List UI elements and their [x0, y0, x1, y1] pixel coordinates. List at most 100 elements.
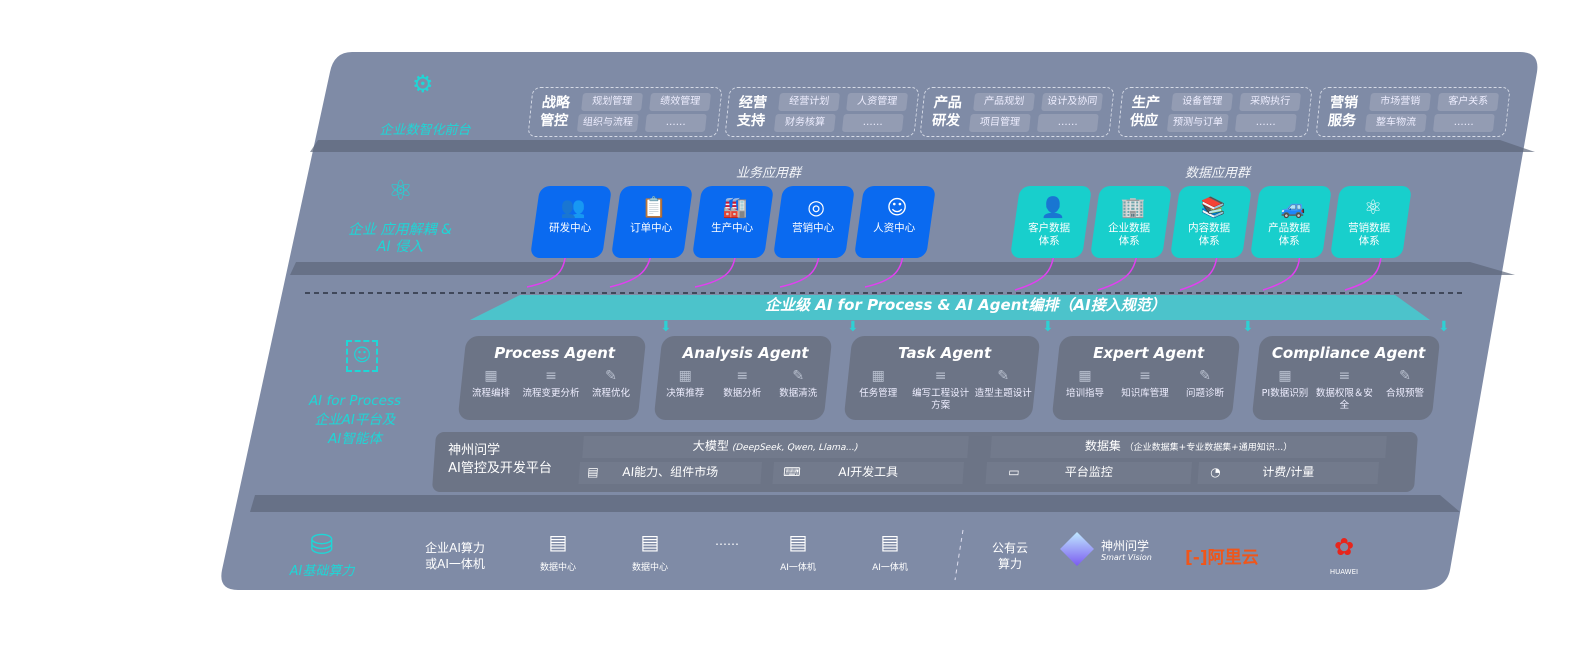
down-arrow-icon: ⬇ — [1242, 319, 1254, 335]
group-title: 战略管控 — [539, 95, 571, 129]
agent-capability: ✎ 造型主题设计 — [972, 368, 1034, 400]
vendor-name: 神州问学 — [1101, 539, 1150, 553]
data-app-tile[interactable]: 📚 内容数据体系 — [1169, 186, 1253, 258]
group-item[interactable]: 客户关系 — [1437, 93, 1499, 111]
platform-name: 神州问学 AI管控及开发平台 — [448, 442, 552, 478]
tile-label: 人资中心 — [873, 222, 916, 234]
capability-icon: ▦ — [871, 368, 885, 384]
brain-head-icon: ⚙ — [412, 70, 434, 98]
agent-name: Compliance Agent — [1271, 344, 1426, 362]
agent-capability: ≡ 编写工程设计方案 — [909, 368, 971, 412]
group-item[interactable]: 组织与流程 — [576, 114, 639, 132]
group-item[interactable]: 财务核算 — [773, 114, 836, 132]
atom-icon: ⚛ — [1364, 195, 1383, 219]
capability-icon: ≡ — [1139, 368, 1151, 384]
capability-label: 合规预警 — [1385, 388, 1424, 399]
data-title: 数据应用群 — [1185, 166, 1251, 181]
tile-label: 生产中心 — [711, 222, 754, 234]
group-title: 营销服务 — [1327, 95, 1359, 129]
front-group: 经营支持 经营计划 人资管理 财务核算 …… — [724, 87, 920, 137]
agent-name: Process Agent — [494, 344, 616, 362]
agent-card[interactable]: Analysis Agent ▦ 决策推荐 ≡ 数据分析 ✎ 数据清洗 — [653, 336, 833, 420]
group-item[interactable]: 整车物流 — [1364, 114, 1427, 132]
group-item[interactable]: 规划管理 — [581, 93, 643, 111]
tool-label: 平台监控 — [1064, 465, 1114, 479]
agent-card[interactable]: Expert Agent ▦ 培训指导 ≡ 知识库管理 ✎ 问题诊断 — [1051, 336, 1241, 420]
capability-label: 造型主题设计 — [974, 388, 1032, 399]
group-item[interactable]: …… — [1234, 114, 1297, 132]
user-icon: 👤 — [1040, 195, 1066, 219]
capability-icon: ≡ — [934, 368, 947, 384]
agent-capability: ▦ 培训指导 — [1055, 368, 1114, 400]
capability-icon: ▦ — [1078, 368, 1092, 384]
agent-capability: ≡ 流程变更分析 — [521, 368, 580, 400]
vendor-sub: Smart Vision — [1101, 553, 1152, 562]
data-app-tile[interactable]: 🚙 产品数据体系 — [1249, 186, 1333, 258]
agent-capability: ✎ 流程优化 — [581, 368, 640, 400]
public-label-2: 算力 — [997, 557, 1022, 571]
group-item[interactable]: 预测与订单 — [1166, 114, 1229, 132]
group-item[interactable]: 设计及协同 — [1041, 93, 1103, 111]
group-item[interactable]: …… — [644, 114, 707, 132]
group-item[interactable]: 设备管理 — [1171, 93, 1233, 111]
capability-icon: ✎ — [997, 368, 1010, 384]
tool-monitor[interactable]: ▭ 平台监控 — [985, 462, 1192, 484]
group-title: 经营支持 — [736, 95, 768, 129]
tool-billing[interactable]: ◔ 计费/计量 — [1197, 462, 1379, 484]
business-app-tile[interactable]: ☺ 人资中心 — [853, 186, 937, 258]
group-item[interactable]: …… — [1036, 114, 1099, 132]
agent-capability: ▦ 流程编排 — [461, 368, 520, 400]
compute-divider — [954, 529, 964, 581]
orchestration-bar — [470, 295, 1430, 320]
front-group: 营销服务 市场营销 客户关系 整车物流 …… — [1315, 87, 1511, 137]
business-app-tile[interactable]: 📋 订单中心 — [610, 186, 694, 258]
group-item[interactable]: …… — [1432, 114, 1495, 132]
private-label-1: 企业AI算力 — [425, 541, 485, 555]
model-cell: 大模型 (DeepSeek, Qwen, Llama...) — [582, 436, 969, 458]
group-item[interactable]: 绩效管理 — [649, 93, 711, 111]
server-item: ▤ AI一体机 — [860, 530, 920, 573]
tool-dev[interactable]: ⌨ AI开发工具 — [772, 462, 964, 484]
vendor-name: HUAWEI — [1329, 568, 1359, 576]
agent-card[interactable]: Task Agent ▦ 任务管理 ≡ 编写工程设计方案 ✎ 造型主题设计 — [843, 336, 1041, 420]
capability-icon: ≡ — [545, 368, 557, 384]
group-item[interactable]: 产品规划 — [973, 93, 1035, 111]
business-app-tile[interactable]: 🏭 生产中心 — [691, 186, 775, 258]
group-item[interactable]: 经营计划 — [778, 93, 840, 111]
monitor-icon: ▭ — [1007, 465, 1021, 479]
server-icon: ▤ — [640, 530, 660, 554]
agent-card[interactable]: Compliance Agent ▦ PI数据识别 ≡ 数据权限＆安全 ✎ 合规预警 — [1251, 336, 1441, 420]
tool-label: AI能力、组件市场 — [621, 465, 719, 479]
group-item[interactable]: 人资管理 — [846, 93, 908, 111]
front-group: 战略管控 规划管理 绩效管理 组织与流程 …… — [527, 87, 723, 137]
agent-name: Expert Agent — [1093, 344, 1205, 362]
group-item[interactable]: 市场营销 — [1369, 93, 1431, 111]
capability-label: 流程变更分析 — [522, 388, 580, 399]
dataset-title: 数据集 — [1084, 439, 1122, 453]
group-item[interactable]: 项目管理 — [968, 114, 1031, 132]
down-arrow-icon: ⬇ — [1438, 319, 1450, 335]
business-app-tile[interactable]: 👥 研发中心 — [529, 186, 613, 258]
compute-label: AI基础算力 — [289, 564, 355, 579]
data-app-tile[interactable]: ⚛ 营销数据体系 — [1329, 186, 1413, 258]
platform-name-2: AI管控及开发平台 — [448, 461, 552, 476]
agent-capability: ≡ 数据权限＆安全 — [1315, 368, 1374, 412]
business-app-tile[interactable]: ◎ 营销中心 — [772, 186, 856, 258]
database-icon: ⛁ — [310, 528, 334, 561]
market-icon: ▤ — [586, 465, 600, 479]
data-app-tile[interactable]: 👤 客户数据体系 — [1009, 186, 1093, 258]
tool-market[interactable]: ▤ AI能力、组件市场 — [578, 462, 762, 484]
data-app-tile[interactable]: 🏢 企业数据体系 — [1089, 186, 1173, 258]
factory-icon: 🏭 — [722, 195, 748, 219]
capability-icon: ✎ — [1198, 368, 1211, 384]
capability-icon: ≡ — [736, 368, 748, 384]
agent-capability: ≡ 知识库管理 — [1115, 368, 1174, 400]
front-group: 产品研发 产品规划 设计及协同 项目管理 …… — [919, 87, 1115, 137]
capability-icon: ▦ — [678, 368, 692, 384]
public-compute-label: 公有云 算力 — [985, 540, 1035, 572]
group-item[interactable]: 采购执行 — [1239, 93, 1301, 111]
capability-label: 决策推荐 — [666, 388, 705, 399]
agent-capability: ▦ 任务管理 — [847, 368, 909, 400]
agent-card[interactable]: Process Agent ▦ 流程编排 ≡ 流程变更分析 ✎ 流程优化 — [457, 336, 647, 420]
group-item[interactable]: …… — [841, 114, 904, 132]
